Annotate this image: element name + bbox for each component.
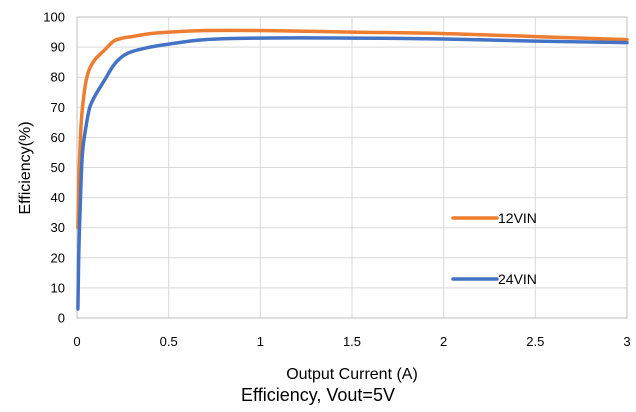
x-tick-label: 2.5 bbox=[526, 334, 544, 349]
y-axis-ticks: 0 10 20 30 40 50 60 70 80 90 100 bbox=[43, 10, 65, 326]
y-tick-label: 50 bbox=[51, 160, 65, 175]
legend-label-24vin: 24VIN bbox=[498, 271, 537, 287]
x-tick-label: 0 bbox=[73, 334, 80, 349]
series-lines bbox=[76, 28, 629, 311]
chart-grid bbox=[76, 16, 628, 319]
y-tick-label: 20 bbox=[51, 250, 65, 265]
y-tick-label: 10 bbox=[51, 280, 65, 295]
plot-border bbox=[76, 16, 628, 319]
y-tick-label: 60 bbox=[51, 130, 65, 145]
x-tick-label: 2 bbox=[440, 334, 447, 349]
y-tick-label: 70 bbox=[51, 100, 65, 115]
chart-title: Efficiency, Vout=5V bbox=[241, 385, 395, 405]
x-axis-title: Output Current (A) bbox=[286, 366, 418, 383]
x-tick-label: 0.5 bbox=[160, 334, 178, 349]
x-tick-label: 1.5 bbox=[343, 334, 361, 349]
x-tick-label: 1 bbox=[257, 334, 264, 349]
y-tick-label: 40 bbox=[51, 190, 65, 205]
legend: 12VIN 24VIN bbox=[451, 210, 537, 287]
y-tick-label: 80 bbox=[51, 70, 65, 85]
x-axis-ticks: 0 0.5 1 1.5 2 2.5 3 bbox=[73, 334, 630, 349]
series-line-12vin bbox=[76, 28, 629, 230]
x-tick-label: 3 bbox=[623, 334, 630, 349]
y-axis-title: Efficiency(%) bbox=[17, 121, 34, 214]
y-tick-label: 100 bbox=[43, 10, 65, 25]
series-line-24vin bbox=[76, 36, 629, 311]
y-tick-label: 0 bbox=[58, 311, 65, 326]
y-tick-label: 30 bbox=[51, 220, 65, 235]
legend-label-12vin: 12VIN bbox=[498, 210, 537, 226]
plot-area bbox=[76, 16, 628, 319]
y-tick-label: 90 bbox=[51, 40, 65, 55]
